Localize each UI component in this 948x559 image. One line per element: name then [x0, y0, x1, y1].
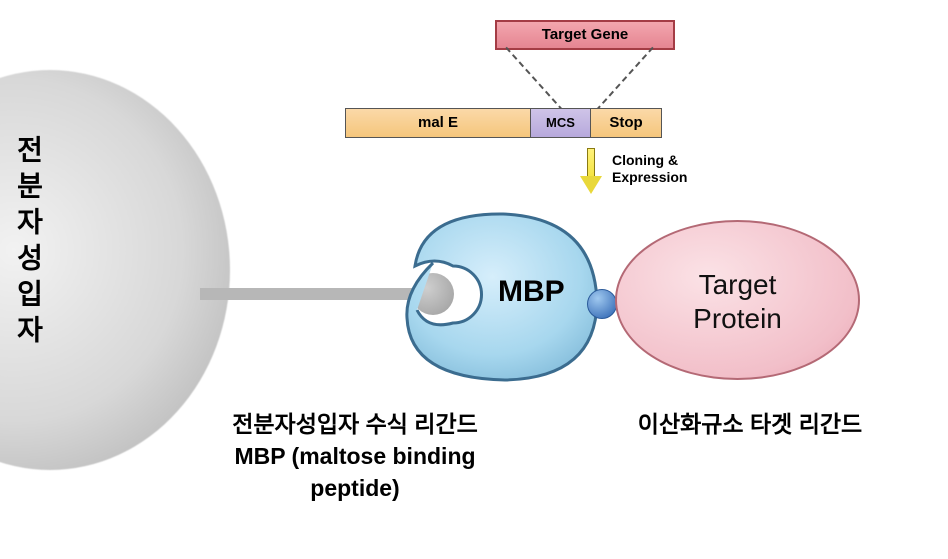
dashed-connector-left — [505, 47, 563, 112]
cassette-segment-stop: Stop — [591, 109, 661, 137]
expression-cassette: mal E MCS Stop — [345, 108, 662, 138]
cloning-arrow — [582, 148, 600, 196]
dashed-connector-right — [595, 47, 653, 112]
linker-rod — [200, 288, 425, 300]
target-protein-line1: Target — [699, 269, 777, 300]
target-protein-line2: Protein — [693, 303, 782, 334]
target-gene-box: Target Gene — [495, 20, 675, 50]
target-protein-label: Target Protein — [617, 268, 858, 336]
caption-left-line1: 전분자성입자 수식 리간드 — [165, 408, 545, 440]
arrow-head-icon — [580, 176, 602, 194]
cloning-label-line2: Expression — [612, 169, 687, 186]
caption-silica-ligand: 이산화규소 타겟 리간드 — [590, 408, 910, 440]
cassette-segment-mcs: MCS — [531, 109, 591, 137]
arrow-shaft — [587, 148, 595, 178]
caption-left-line2: MBP (maltose binding — [165, 440, 545, 472]
caption-mbp-ligand: 전분자성입자 수식 리간드 MBP (maltose binding pepti… — [165, 408, 545, 504]
linker-sphere — [587, 289, 617, 319]
cloning-expression-label: Cloning & Expression — [612, 152, 687, 186]
cassette-segment-male: mal E — [346, 109, 531, 137]
caption-left-line3: peptide) — [165, 472, 545, 504]
target-protein-shape: Target Protein — [615, 220, 860, 380]
cloning-label-line1: Cloning & — [612, 152, 687, 169]
mbp-text-label: MBP — [498, 275, 565, 309]
particle-label-vertical: 전분자성입자 — [8, 135, 48, 351]
